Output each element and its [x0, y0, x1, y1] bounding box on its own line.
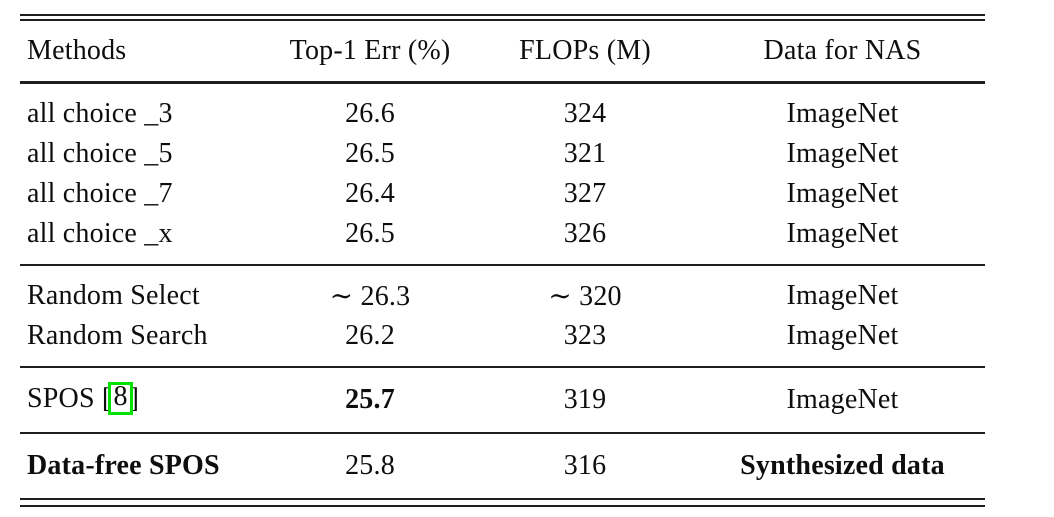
- bottom-rule-inner: [20, 498, 985, 500]
- cell-data-for-nas: ImageNet: [786, 98, 899, 129]
- col-header-top1-err: Top-1 Err (%): [289, 35, 451, 66]
- results-table: Methods Top-1 Err (%) FLOPs (M) Data for…: [20, 14, 985, 507]
- cell-data-for-nas: ImageNet: [786, 218, 899, 249]
- header-rule: [20, 81, 985, 84]
- method-text: SPOS [: [27, 383, 112, 415]
- cell-method: Random Select: [27, 280, 200, 311]
- cell-flops: 327: [563, 178, 607, 209]
- table-row: Data-free SPOS 25.8 316 Synthesized data: [20, 446, 985, 486]
- cell-method: all choice _3: [27, 98, 173, 129]
- cell-data-for-nas: ImageNet: [786, 178, 899, 209]
- bottom-rule-outer: [20, 505, 985, 507]
- cell-data-for-nas: ImageNet: [786, 280, 899, 311]
- group-separator-rule: [20, 264, 985, 266]
- cell-top1-err: 25.8: [345, 450, 395, 481]
- cell-top1-err: 26.2: [345, 320, 395, 351]
- col-header-methods: Methods: [27, 35, 127, 66]
- top-rule-inner: [20, 19, 985, 21]
- cell-data-for-nas: ImageNet: [786, 138, 899, 169]
- cell-flops: 323: [563, 320, 607, 351]
- cell-data-for-nas: ImageNet: [786, 384, 899, 415]
- cell-top1-err: 25.7: [345, 384, 395, 415]
- table-row: Random Select ∼ 26.3 ∼ 320 ImageNet: [20, 276, 985, 316]
- group-random: Random Select ∼ 26.3 ∼ 320 ImageNet Rand…: [20, 266, 985, 366]
- table-row: all choice _7 26.4 327 ImageNet: [20, 174, 985, 214]
- cell-flops: 316: [563, 450, 607, 481]
- table-row: Random Search 26.2 323 ImageNet: [20, 316, 985, 356]
- cell-flops: 321: [563, 138, 607, 169]
- table-row: all choice _5 26.5 321 ImageNet: [20, 134, 985, 174]
- cell-data-for-nas: ImageNet: [786, 320, 899, 351]
- cell-method: all choice _5: [27, 138, 173, 169]
- cell-method: SPOS [8]: [20, 382, 270, 417]
- citation-8-link[interactable]: 8: [108, 382, 133, 415]
- cell-method: all choice _x: [27, 218, 173, 249]
- cell-method: Data-free SPOS: [27, 450, 220, 481]
- group-data-free-spos: Data-free SPOS 25.8 316 Synthesized data: [20, 434, 985, 498]
- cell-method: all choice _7: [27, 178, 173, 209]
- cell-flops: ∼ 320: [548, 281, 622, 312]
- table-row: SPOS [8] 25.7 319 ImageNet: [20, 380, 985, 420]
- group-separator-rule: [20, 432, 985, 434]
- cell-top1-err: 26.5: [345, 138, 395, 169]
- cell-method: Random Search: [27, 320, 208, 351]
- cell-top1-err: ∼ 26.3: [329, 281, 411, 312]
- method-text: ]: [129, 383, 140, 415]
- col-header-data-for-nas: Data for NAS: [763, 35, 922, 66]
- group-all-choice: all choice _3 26.6 324 ImageNet all choi…: [20, 84, 985, 264]
- table-header-row: Methods Top-1 Err (%) FLOPs (M) Data for…: [20, 21, 985, 81]
- cell-flops: 326: [563, 218, 607, 249]
- cell-top1-err: 26.4: [345, 178, 395, 209]
- col-header-flops: FLOPs (M): [519, 35, 651, 66]
- cell-top1-err: 26.5: [345, 218, 395, 249]
- table-row: all choice _3 26.6 324 ImageNet: [20, 94, 985, 134]
- top-rule-outer: [20, 14, 985, 16]
- table-row: all choice _x 26.5 326 ImageNet: [20, 214, 985, 254]
- cell-data-for-nas: Synthesized data: [740, 450, 945, 481]
- group-separator-rule: [20, 366, 985, 368]
- cell-top1-err: 26.6: [345, 98, 395, 129]
- cell-flops: 324: [563, 98, 607, 129]
- cell-flops: 319: [563, 384, 607, 415]
- group-spos: SPOS [8] 25.7 319 ImageNet: [20, 368, 985, 432]
